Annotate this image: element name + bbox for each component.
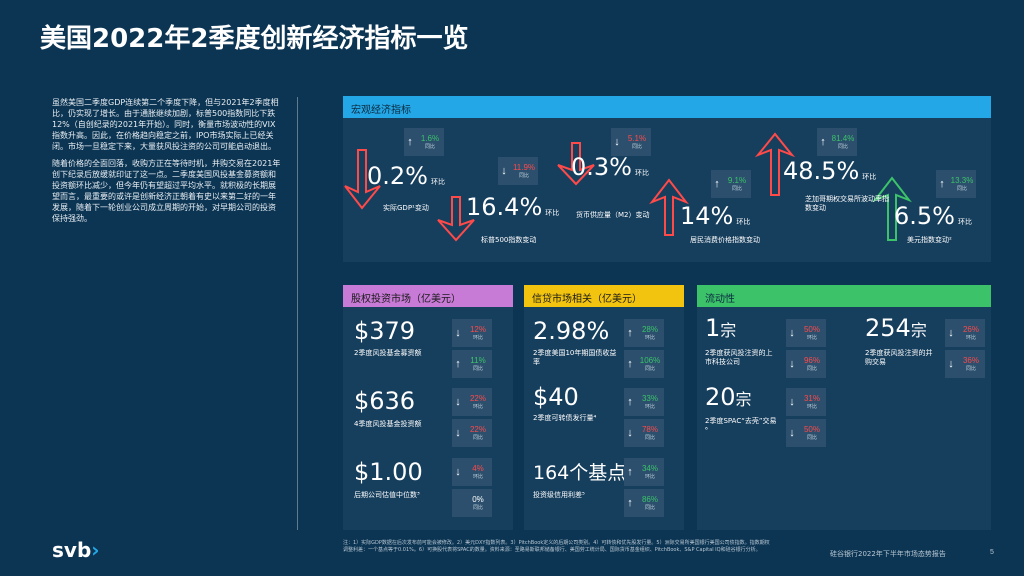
sp500-value: 16.4% 环比	[466, 193, 560, 221]
liquidity-change-2a: ↓ 26% 环比	[945, 319, 985, 347]
up-arrow-icon: ↑	[627, 358, 633, 370]
equity-label-2: 4季度风投基金投资额	[354, 420, 422, 428]
credit-change-1b: ↑ 106% 同比	[624, 350, 664, 378]
up-arrow-icon: ↑	[627, 327, 633, 339]
credit-value-1: 2.98%	[533, 317, 610, 345]
down-arrow-icon: ↓	[455, 466, 461, 478]
liquidity-change-3a: ↓ 31% 环比	[786, 388, 826, 416]
vix-label: 芝加哥期权交易所波动率指数变动	[805, 195, 889, 212]
down-arrow-icon: ↓	[614, 136, 620, 148]
liquidity-change-3b: ↓ 50% 同比	[786, 419, 826, 447]
up-arrow-icon: ↑	[820, 136, 826, 148]
credit-change-2b: ↓ 78% 同比	[624, 419, 664, 447]
chevron-right-icon: ›	[91, 538, 100, 562]
vix-value: 48.5% 环比	[783, 157, 877, 185]
down-arrow-icon: ↓	[948, 358, 954, 370]
liquidity-label-2: 2季度获风投注资的并购交易	[865, 349, 933, 366]
vix-up-arrow-icon	[754, 132, 796, 196]
m2-down-arrow-icon	[557, 142, 595, 186]
svb-logo: svb›	[52, 538, 100, 562]
up-arrow-icon: ↑	[407, 136, 413, 148]
gdp-change-badge: ↑ 1.6% 同比	[404, 128, 444, 156]
liquidity-label-1: 2季度获风投注资的上市科技公司	[705, 349, 773, 366]
liquidity-value-2: 254宗	[865, 314, 927, 342]
equity-value-2: $636	[354, 387, 416, 415]
sp500-label: 标普500指数变动	[481, 236, 537, 244]
dollar-value: 6.5% 环比	[894, 202, 972, 230]
up-arrow-icon: ↑	[939, 178, 945, 190]
down-arrow-icon: ↓	[501, 165, 507, 177]
cpi-change-badge: ↑ 9.1% 同比	[711, 170, 751, 198]
credit-label-3: 投资级信用利差⁵	[533, 491, 585, 499]
dollar-label: 美元指数变动²	[907, 236, 952, 244]
credit-change-3b: ↑ 86% 同比	[624, 489, 664, 517]
dollar-up-arrow-icon	[872, 176, 912, 241]
down-arrow-icon: ↓	[789, 427, 795, 439]
dollar-change-badge: ↑ 13.3% 同比	[936, 170, 976, 198]
credit-change-2a: ↑ 33% 环比	[624, 388, 664, 416]
intro-text: 虽然美国二季度GDP连续第二个季度下降，但与2021年2季度相比，仍实现了增长。…	[52, 97, 282, 230]
credit-panel-header: 信贷市场相关（亿美元）	[524, 285, 684, 307]
gdp-down-arrow-icon	[344, 149, 381, 210]
cpi-up-arrow-icon	[649, 178, 689, 236]
vix-change-badge: ↑ 81.4% 同比	[817, 128, 857, 156]
down-arrow-icon: ↓	[627, 427, 633, 439]
equity-label-1: 2季度风投基金募资额	[354, 349, 422, 357]
credit-label-1: 2季度美国10年期国债收益率	[533, 349, 617, 366]
cpi-value: 14% 环比	[680, 202, 751, 230]
credit-change-3a: ↑ 34% 环比	[624, 458, 664, 486]
down-arrow-icon: ↓	[789, 396, 795, 408]
equity-panel-header: 股权投资市场（亿美元）	[343, 285, 513, 307]
intro-paragraph-1: 虽然美国二季度GDP连续第二个季度下降，但与2021年2季度相比，仍实现了增长。…	[52, 98, 279, 151]
equity-change-3a: ↓ 4% 环比	[452, 458, 492, 486]
down-arrow-icon: ↓	[455, 396, 461, 408]
equity-value-3: $1.00	[354, 458, 423, 486]
up-arrow-icon: ↑	[627, 497, 633, 509]
liquidity-change-2b: ↓ 36% 同比	[945, 350, 985, 378]
equity-change-3b: 0% 同比	[452, 489, 492, 517]
gdp-value: 0.2% 环比	[367, 162, 445, 190]
liquidity-change-1a: ↓ 50% 环比	[786, 319, 826, 347]
page-number: 5	[990, 549, 994, 556]
liquidity-value-1: 1宗	[705, 314, 737, 342]
m2-label: 货币供应量（M2）变动	[576, 211, 650, 219]
liquidity-change-1b: ↓ 96% 同比	[786, 350, 826, 378]
up-arrow-icon: ↑	[627, 466, 633, 478]
m2-change-badge: ↓ 5.1% 同比	[611, 128, 651, 156]
down-arrow-icon: ↓	[948, 327, 954, 339]
liquidity-label-3: 2季度SPAC“去壳”交易⁶	[705, 417, 777, 434]
equity-change-2a: ↓ 22% 环比	[452, 388, 492, 416]
macro-panel-header: 宏观经济指标	[343, 96, 991, 118]
equity-change-1b: ↑ 11% 同比	[452, 350, 492, 378]
credit-value-3: 164个基点	[533, 462, 627, 484]
up-arrow-icon: ↑	[714, 178, 720, 190]
down-arrow-icon: ↓	[455, 327, 461, 339]
liquidity-panel-header: 流动性	[697, 285, 991, 307]
slide-title: 美国2022年2季度创新经济指标一览	[40, 24, 469, 54]
equity-value-1: $379	[354, 317, 416, 345]
footer-report-title: 硅谷银行2022年下半年市场态势报告	[830, 550, 946, 558]
down-arrow-icon: ↓	[455, 427, 461, 439]
liquidity-panel: 流动性	[697, 285, 991, 530]
sp500-down-arrow-icon	[437, 196, 475, 242]
down-arrow-icon: ↓	[789, 327, 795, 339]
m2-value: 0.3% 环比	[571, 153, 649, 181]
credit-label-2: 2季度可转债发行量⁴	[533, 414, 597, 422]
sp500-change-badge: ↓ 11.9% 同比	[498, 157, 538, 185]
down-arrow-icon: ↓	[789, 358, 795, 370]
equity-change-2b: ↓ 22% 同比	[452, 419, 492, 447]
cpi-label: 居民消费价格指数变动	[690, 236, 760, 244]
up-arrow-icon: ↑	[455, 358, 461, 370]
equity-label-3: 后期公司估值中位数³	[354, 491, 420, 499]
footnote: 注：1）实际GDP数据在后次发布前可能会被修改。2）美元DXY指数列表。3）Pi…	[343, 540, 770, 553]
intro-paragraph-2: 随着价格的全面回落，收购方正在等待时机，并购交易在2021年创下纪录后放缓就印证…	[52, 159, 281, 223]
credit-change-1a: ↑ 28% 环比	[624, 319, 664, 347]
credit-value-2: $40	[533, 383, 579, 411]
up-arrow-icon: ↑	[627, 396, 633, 408]
vertical-divider	[297, 97, 298, 530]
equity-change-1a: ↓ 12% 环比	[452, 319, 492, 347]
gdp-label: 实际GDP¹变动	[383, 204, 429, 212]
liquidity-value-3: 20宗	[705, 383, 752, 411]
